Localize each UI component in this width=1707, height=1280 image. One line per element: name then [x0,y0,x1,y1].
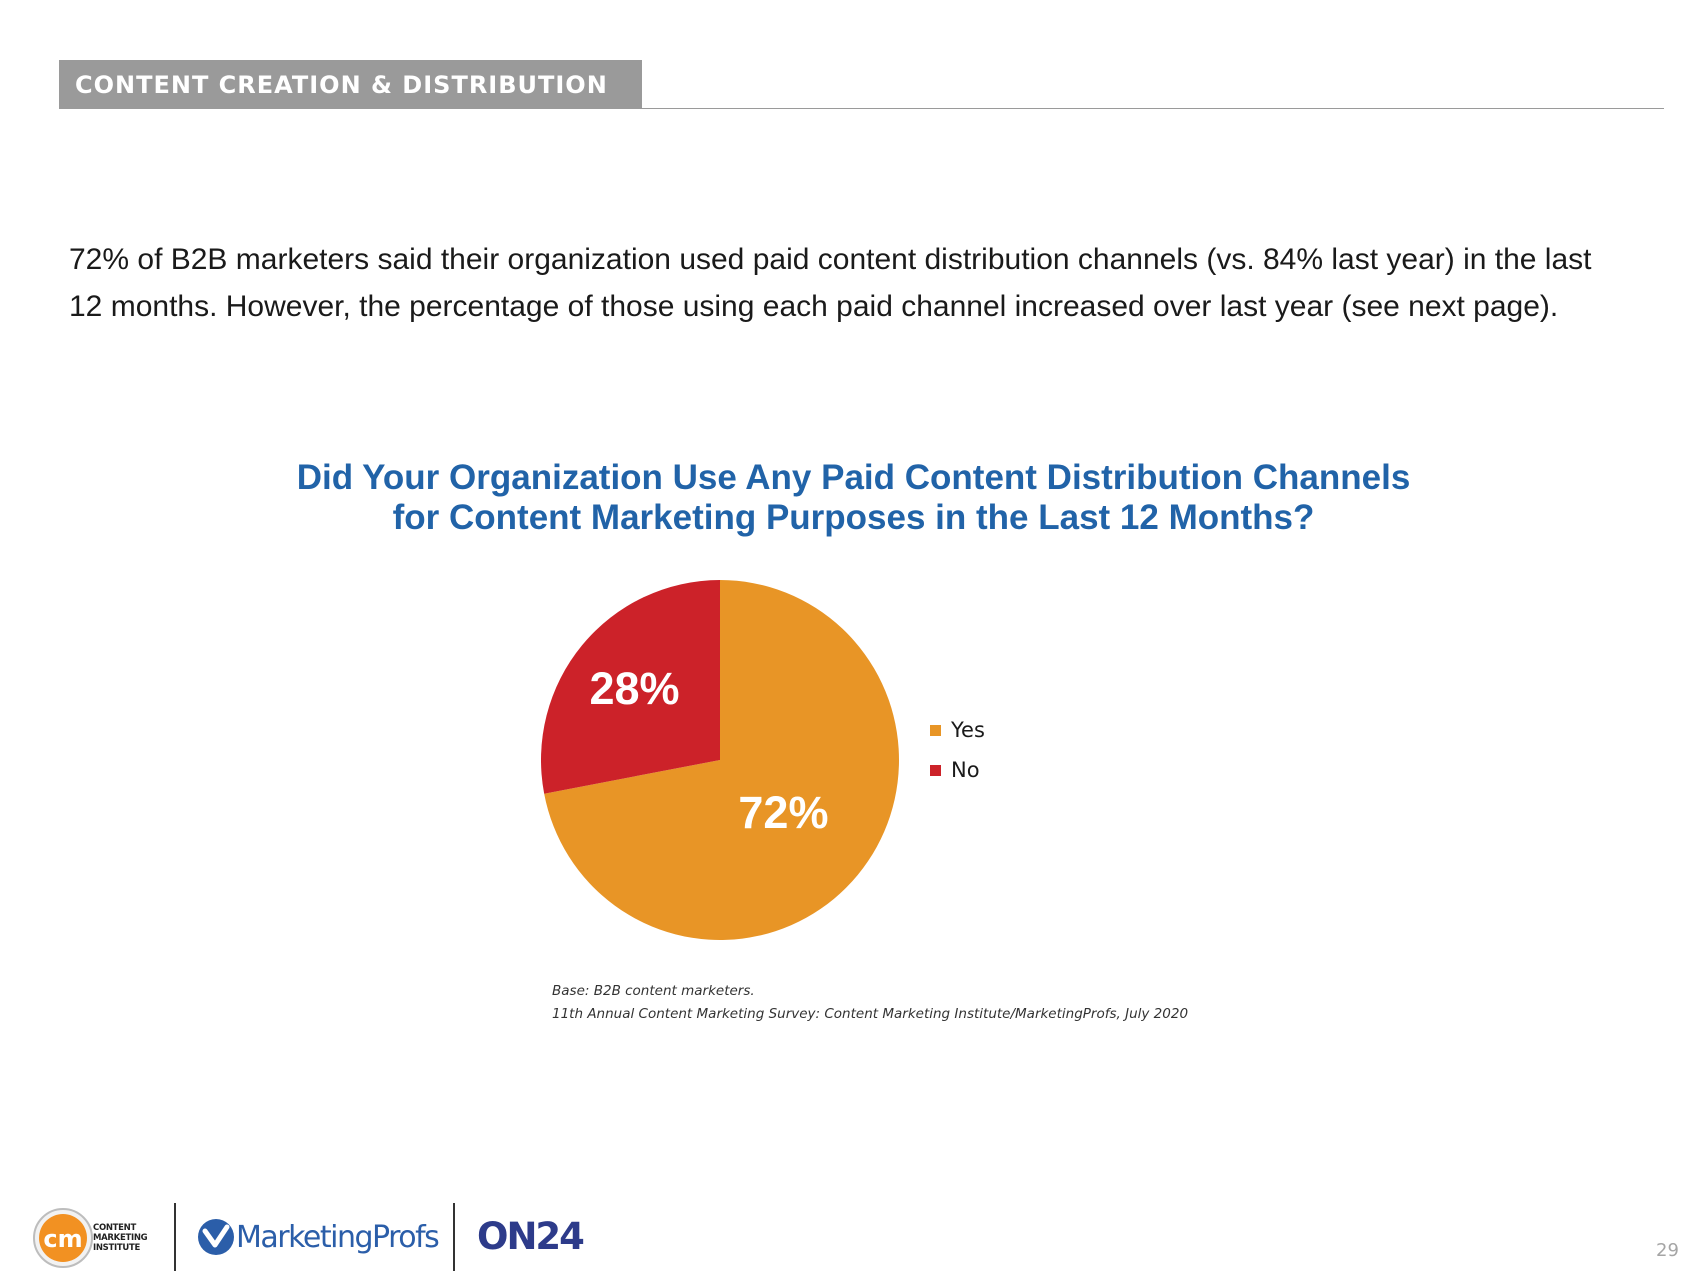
chart-legend: Yes No [930,710,985,790]
cmi-line-2: MARKETING [93,1233,148,1243]
chart-title: Did Your Organization Use Any Paid Conte… [200,458,1507,538]
footer-divider-1 [174,1203,176,1271]
cmi-line-3: INSTITUTE [93,1243,140,1253]
section-divider [642,108,1664,109]
source-note: 11th Annual Content Marketing Survey: Co… [552,1006,1189,1022]
cmi-logo-icon: cm [33,1208,93,1268]
cmi-initials: cm [43,1225,82,1253]
cmi-wordmark: CONTENT MARKETING INSTITUTE [93,1223,148,1253]
pie-slice-no [541,580,720,794]
legend-label-yes: Yes [951,718,985,742]
marketingprofs-logo-icon [198,1219,234,1255]
chart-title-line-1: Did Your Organization Use Any Paid Conte… [296,458,1411,497]
footer-logos: cm CONTENT MARKETING INSTITUTE Marketing… [30,1195,630,1275]
legend-label-no: No [951,758,980,782]
marketingprofs-wordmark: MarketingProfs [236,1220,440,1255]
pie-chart: 72% 28% [541,580,899,940]
footer-divider-2 [453,1203,455,1271]
intro-line-1: 72% of B2B marketers said their organiza… [69,243,1592,276]
intro-line-2: 12 months. However, the percentage of th… [69,290,1559,323]
pie-label-no: 28% [589,663,679,714]
intro-paragraph: 72% of B2B marketers said their organiza… [69,236,1629,330]
chart-notes: Base: B2B content marketers. 11th Annual… [552,980,1188,1026]
base-note: Base: B2B content marketers. [552,983,755,999]
cmi-line-1: CONTENT [93,1223,136,1233]
page-number: 29 [1656,1240,1679,1261]
legend-swatch-no [930,764,941,776]
on24-logo: ON24 [477,1215,585,1258]
pie-slice-yes [544,580,899,940]
legend-item-yes: Yes [930,710,985,750]
legend-swatch-yes [930,724,941,736]
pie-label-yes: 72% [738,787,828,838]
chart-title-line-2: for Content Marketing Purposes in the La… [392,498,1315,537]
section-title: CONTENT CREATION & DISTRIBUTION [59,60,642,109]
legend-item-no: No [930,750,985,790]
